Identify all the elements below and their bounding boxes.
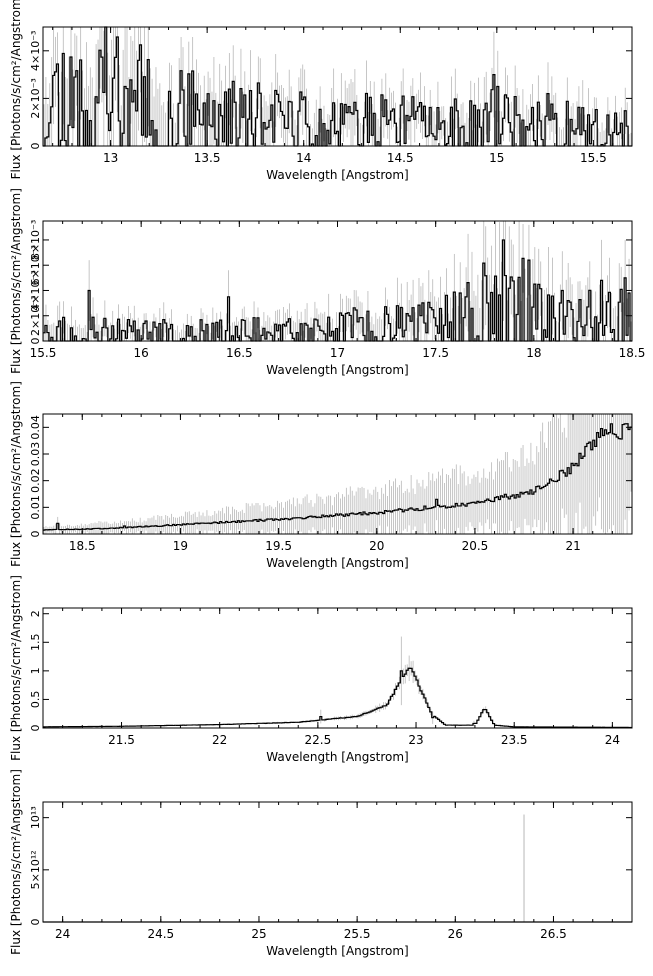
x-axis-label: Wavelength [Angstrom]: [266, 944, 408, 958]
y-tick-label: 0.01: [29, 495, 42, 520]
spectrum-panel-3: 18.5 19 19.5 20 20.5 21 0 0.01 0.020.03 0.04 Wavel…: [9, 381, 633, 570]
x-tick-label: 20.5: [462, 539, 489, 553]
x-tick-label: 20: [369, 539, 384, 553]
x-tick-label: 26: [448, 927, 463, 941]
plot-frame: [42, 801, 633, 923]
x-tick-label: 14: [296, 151, 311, 165]
x-tick-label: 16: [134, 346, 149, 360]
x-tick-label: 14.5: [387, 151, 414, 165]
flux-histogram-panel-4: [43, 667, 632, 729]
x-tick-label: 18.5: [69, 539, 96, 553]
x-tick-label: 19: [173, 539, 188, 553]
y-axis-label: Flux [Photons/s/cm²/Angstrom]: [9, 575, 23, 761]
y-tick-label: 0: [29, 919, 42, 926]
y-tick-label: 2: [29, 610, 42, 617]
x-tick-label: 23.5: [501, 733, 528, 747]
x-tick-label: 21.5: [108, 733, 135, 747]
y-tick-label: 1.5: [29, 634, 42, 652]
plot-frame: [42, 26, 633, 147]
x-tick-label: 17.5: [422, 346, 449, 360]
x-tick-label: 24.5: [147, 927, 174, 941]
x-tick-label: 18: [526, 346, 541, 360]
y-tick-label: 8×10⁻³: [29, 220, 42, 260]
y-tick-label: 6×10⁻³: [29, 245, 42, 285]
y-tick-label: 2×10⁻³: [29, 78, 42, 118]
x-axis-label: Wavelength [Angstrom]: [266, 556, 408, 570]
x-tick-label: 24: [55, 927, 70, 941]
y-axis-label: Flux [Photons/s/cm²/Angstrom]: [9, 188, 23, 374]
x-tick-label: 15.5: [580, 151, 607, 165]
x-tick-label: 19.5: [265, 539, 292, 553]
errorbars-panel-2: [43, 221, 632, 341]
y-tick-label: 4×10⁻³: [29, 31, 42, 71]
x-tick-label: 15: [489, 151, 504, 165]
spectrum-panel-4: 21.5 22 22.5 23 23.5 24 0 0.5 1 1.5 2 Wavelength [A…: [9, 575, 633, 764]
x-axis-label: Wavelength [Angstrom]: [266, 750, 408, 764]
y-axis-label: Flux [Photons/s/cm²/Angstrom]: [9, 381, 23, 567]
x-tick-label: 24: [605, 733, 620, 747]
flux-histogram-panel-3: [43, 423, 632, 531]
y-axis-label: Flux [Photons/s/cm²/Angstrom]: [9, 769, 23, 955]
x-tick-label: 13.5: [194, 151, 221, 165]
plot-frame: [42, 607, 633, 729]
x-tick-label: 15.5: [30, 346, 57, 360]
y-tick-label: 0: [29, 725, 42, 732]
y-tick-label: 1: [29, 667, 42, 674]
y-tick-label: 0: [29, 143, 42, 150]
x-tick-label: 22.5: [305, 733, 332, 747]
plot-frame: [42, 413, 633, 535]
spectrum-panel-5: 24 24.5 25 25.5 26 26.5 0 5×10¹² 10¹³ Wavelength …: [9, 769, 633, 958]
y-tick-label: 4×10⁻³: [29, 270, 42, 310]
y-tick-label: 0.03: [29, 442, 42, 467]
spectrum-panel-1: 13 13.5 14 14.5 15 15.5 0 2×10⁻³ 4×10⁻³ Wavelengt…: [9, 0, 633, 182]
x-tick-label: 22: [212, 733, 227, 747]
x-tick-label: 17: [330, 346, 345, 360]
spectrum-panel-2: 15.5 16 16.5 17 17.5 18 18.5 0 2×10⁻³4×10⁻³6×10⁻…: [9, 188, 645, 377]
flux-histogram-panel-2: [43, 239, 632, 342]
errorbars-panel-4: [43, 636, 632, 728]
y-tick-label: 0.02: [29, 468, 42, 493]
plot-frame: [42, 220, 633, 342]
x-axis-label: Wavelength [Angstrom]: [266, 363, 408, 377]
x-axis-label: Wavelength [Angstrom]: [266, 168, 408, 182]
x-tick-label: 26.5: [540, 927, 567, 941]
y-axis-label: Flux [Photons/s/cm²/Angstrom]: [9, 0, 23, 179]
y-tick-label: 0.04: [29, 415, 42, 440]
x-tick-label: 21: [565, 539, 580, 553]
x-tick-label: 13: [103, 151, 118, 165]
y-tick-label: 10¹³: [29, 806, 42, 829]
x-tick-label: 23: [408, 733, 423, 747]
x-tick-label: 25: [251, 927, 266, 941]
y-tick-label: 0: [29, 338, 42, 345]
x-tick-label: 16.5: [226, 346, 253, 360]
flux-histogram-panel-1: [43, 26, 632, 147]
y-tick-label: 0.5: [29, 691, 42, 709]
x-tick-label: 18.5: [619, 346, 646, 360]
x-tick-label: 25.5: [344, 927, 371, 941]
y-tick-label: 2×10⁻³: [29, 296, 42, 336]
y-tick-label: 5×10¹²: [29, 850, 42, 889]
y-tick-label: 0: [29, 531, 42, 538]
errorbars-panel-3: [43, 414, 632, 534]
